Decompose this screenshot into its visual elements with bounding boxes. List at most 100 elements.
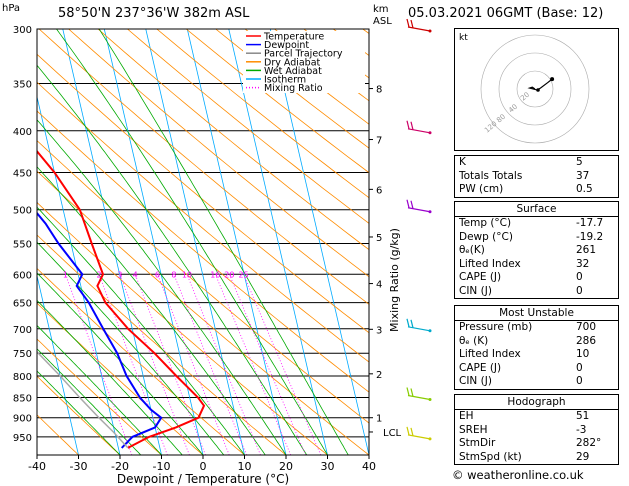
table-row: Dewp (°C) -19.2	[455, 231, 618, 245]
dry-adiabat-line	[127, 29, 369, 224]
temp-tick-label: -40	[28, 460, 46, 473]
km-tick-label: 1	[376, 414, 382, 425]
isotherm-line	[145, 29, 245, 455]
row-value: 5	[576, 156, 583, 168]
row-value: 29	[576, 450, 590, 463]
hodograph-ring	[498, 52, 572, 126]
row-value: 10	[576, 348, 590, 360]
dry-adiabat-line	[97, 29, 369, 251]
parcel-trajectory-series	[37, 350, 129, 449]
dry-adiabat-line	[37, 414, 79, 455]
table-row: Lifted Index 32	[455, 258, 618, 272]
wind-barb	[406, 120, 432, 135]
isotherm-line	[269, 29, 369, 455]
dry-adiabat-line	[37, 267, 245, 455]
hodograph-trace	[527, 78, 553, 91]
mixing-ratio-label: 6	[155, 270, 160, 279]
mixing-ratio-label: 2	[96, 270, 101, 279]
dry-adiabat-line	[37, 338, 162, 455]
wet-adiabat-line	[37, 370, 121, 455]
x-axis-label: Dewpoint / Temperature (°C)	[117, 472, 289, 486]
table-row: StmDir 282°	[455, 437, 618, 451]
mixing-ratio-line	[134, 274, 206, 455]
table-row: Pressure (mb) 700	[455, 320, 618, 335]
pressure-tick-label: 350	[13, 80, 32, 91]
dry-adiabat-line	[156, 29, 369, 199]
temp-tick-label: -20	[111, 460, 129, 473]
isotherm-line	[186, 29, 287, 455]
hodograph-ring	[516, 70, 554, 108]
table-row: Totals Totals 37	[455, 170, 618, 184]
isotherm-line	[62, 29, 162, 455]
wet-adiabat-line	[98, 29, 349, 455]
mixing-ratio-line	[65, 274, 133, 455]
row-value: 0	[576, 284, 583, 297]
dry-adiabat-line	[37, 110, 369, 393]
wet-adiabat-line	[56, 29, 328, 455]
table-row: SREH -3	[455, 424, 618, 438]
km-tick-label: 3	[376, 325, 382, 336]
legend-entry: Dewpoint	[264, 40, 309, 51]
wind-barb	[406, 318, 432, 333]
row-value: 286	[576, 334, 597, 347]
row-value: 0	[576, 361, 583, 374]
wet-adiabat-line	[37, 348, 142, 455]
mixing-ratio-label: 10	[182, 270, 192, 279]
wind-barb	[406, 18, 432, 33]
row-label: CIN (J)	[459, 284, 492, 297]
dry-adiabat-line	[68, 29, 369, 278]
wet-adiabat-line	[37, 166, 266, 455]
wet-adiabat-line	[37, 119, 287, 455]
hodograph-ring-label: 80	[495, 113, 507, 125]
wind-barb	[406, 426, 432, 441]
table-row: θₑ(K) 261	[455, 244, 618, 258]
table-row: PW (cm) 0.5	[455, 183, 618, 197]
legend-entry: Isotherm	[264, 75, 306, 86]
hodograph-end-marker	[550, 77, 555, 82]
isotherm-line	[228, 29, 328, 455]
mixing-ratio-label: 16	[210, 270, 220, 279]
dry-adiabat-line	[37, 53, 369, 334]
row-label: Totals Totals	[459, 169, 523, 182]
mixing-ratio-line	[243, 274, 322, 455]
mixing-ratio-label: 4	[133, 270, 138, 279]
most-unstable-table: Most Unstable Pressure (mb) 700 θₑ (K) 286 Li…	[454, 305, 619, 390]
row-label: K	[459, 156, 466, 168]
km-tick-label: 4	[376, 280, 382, 291]
pressure-tick-label: 300	[13, 25, 32, 36]
pressure-tick-label: 450	[13, 168, 32, 179]
row-value: 0	[576, 271, 583, 283]
row-value: 261	[576, 244, 597, 256]
wet-adiabat-line	[37, 272, 204, 455]
row-label: StmDir	[459, 437, 496, 449]
surface-table: Surface Temp (°C) -17.7 Dewp (°C) -19.2 θₑ(K)…	[454, 201, 619, 299]
surface-title: Surface	[516, 203, 557, 215]
temp-tick-label: 20	[279, 460, 293, 473]
wet-adiabat-line	[37, 241, 225, 455]
row-value: 0.5	[576, 183, 593, 195]
legend-entry: Mixing Ratio	[264, 83, 323, 94]
mixing-ratio-line	[119, 274, 190, 455]
row-label: SREH	[459, 423, 488, 436]
temp-tick-label: 10	[238, 460, 252, 473]
credit-text: © weatheronline.co.uk	[452, 468, 584, 482]
pressure-tick-label: 550	[13, 239, 32, 250]
km-tick-label: 6	[376, 185, 382, 196]
hodograph-storm-marker	[536, 88, 540, 92]
km-tick-label: 8	[376, 85, 382, 96]
table-row: CAPE (J) 0	[455, 271, 618, 285]
mixing-ratio-label: 1	[63, 270, 68, 279]
pressure-tick-label: 500	[13, 206, 32, 217]
pressure-tick-label: 950	[13, 433, 32, 444]
temp-tick-label: -10	[153, 460, 171, 473]
mixing-ratio-label: 25	[238, 270, 248, 279]
row-value: -3	[576, 423, 587, 436]
pressure-tick-label: 800	[13, 372, 32, 383]
legend-entry: Wet Adiabat	[264, 66, 322, 77]
table-row: CIN (J) 0	[455, 285, 618, 299]
dry-adiabat-line	[185, 29, 369, 174]
pressure-tick-label: 850	[13, 393, 32, 404]
hodograph-table: Hodograph EH 51 SREH -3 StmDir 282° StmSpd (kt)…	[454, 394, 619, 465]
wind-barb	[406, 199, 432, 214]
